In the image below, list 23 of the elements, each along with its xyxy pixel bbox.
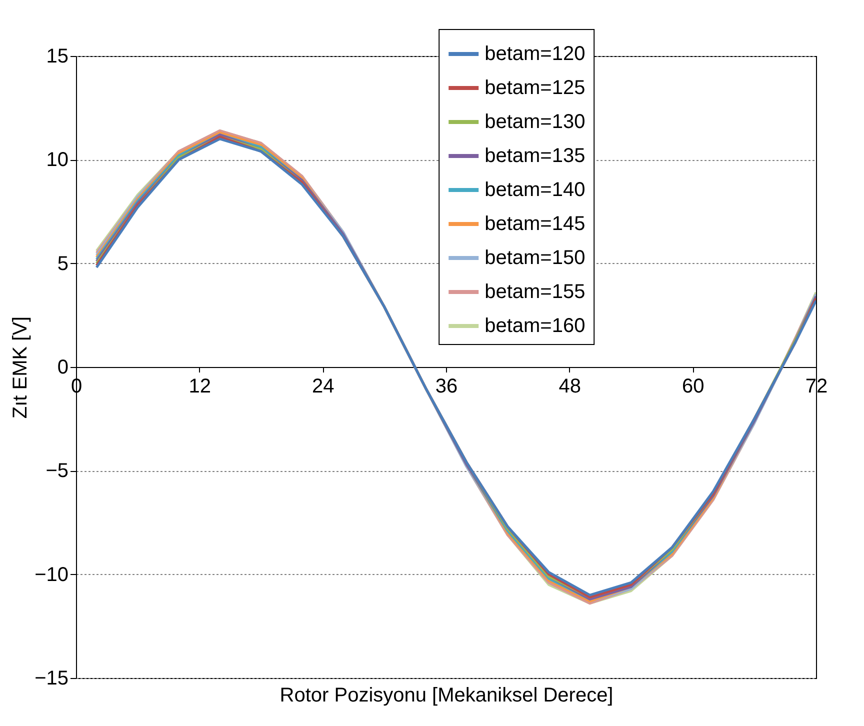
legend-label: betam=140 [484,179,586,201]
y-tick-label: 5 [57,252,68,275]
legend-label: betam=130 [484,111,586,133]
legend-label: betam=150 [484,247,586,269]
y-tick-label: −10 [34,564,68,586]
y-tick-label: 0 [57,356,68,378]
y-tick-label: −15 [34,668,68,690]
x-tick-label: 48 [558,376,581,398]
x-tick-label: 24 [312,376,334,398]
y-tick-label: 15 [46,46,68,68]
legend-label: betam=155 [484,281,586,303]
x-tick-label: 12 [188,376,211,398]
x-axis-title: Rotor Pozisyonu [Mekaniksel Derece] [280,684,614,706]
legend-label: betam=145 [484,213,586,235]
y-axis-title: Zıt EMK [V] [10,316,32,419]
legend-label: betam=120 [484,43,586,65]
x-tick-label: 36 [435,376,458,398]
legend-label: betam=125 [484,77,586,99]
y-tick-label: 10 [46,149,68,172]
x-tick-label: 60 [682,376,704,398]
legend-label: betam=160 [484,315,586,337]
y-tick-label: −5 [46,460,68,482]
legend-label: betam=135 [484,145,586,167]
